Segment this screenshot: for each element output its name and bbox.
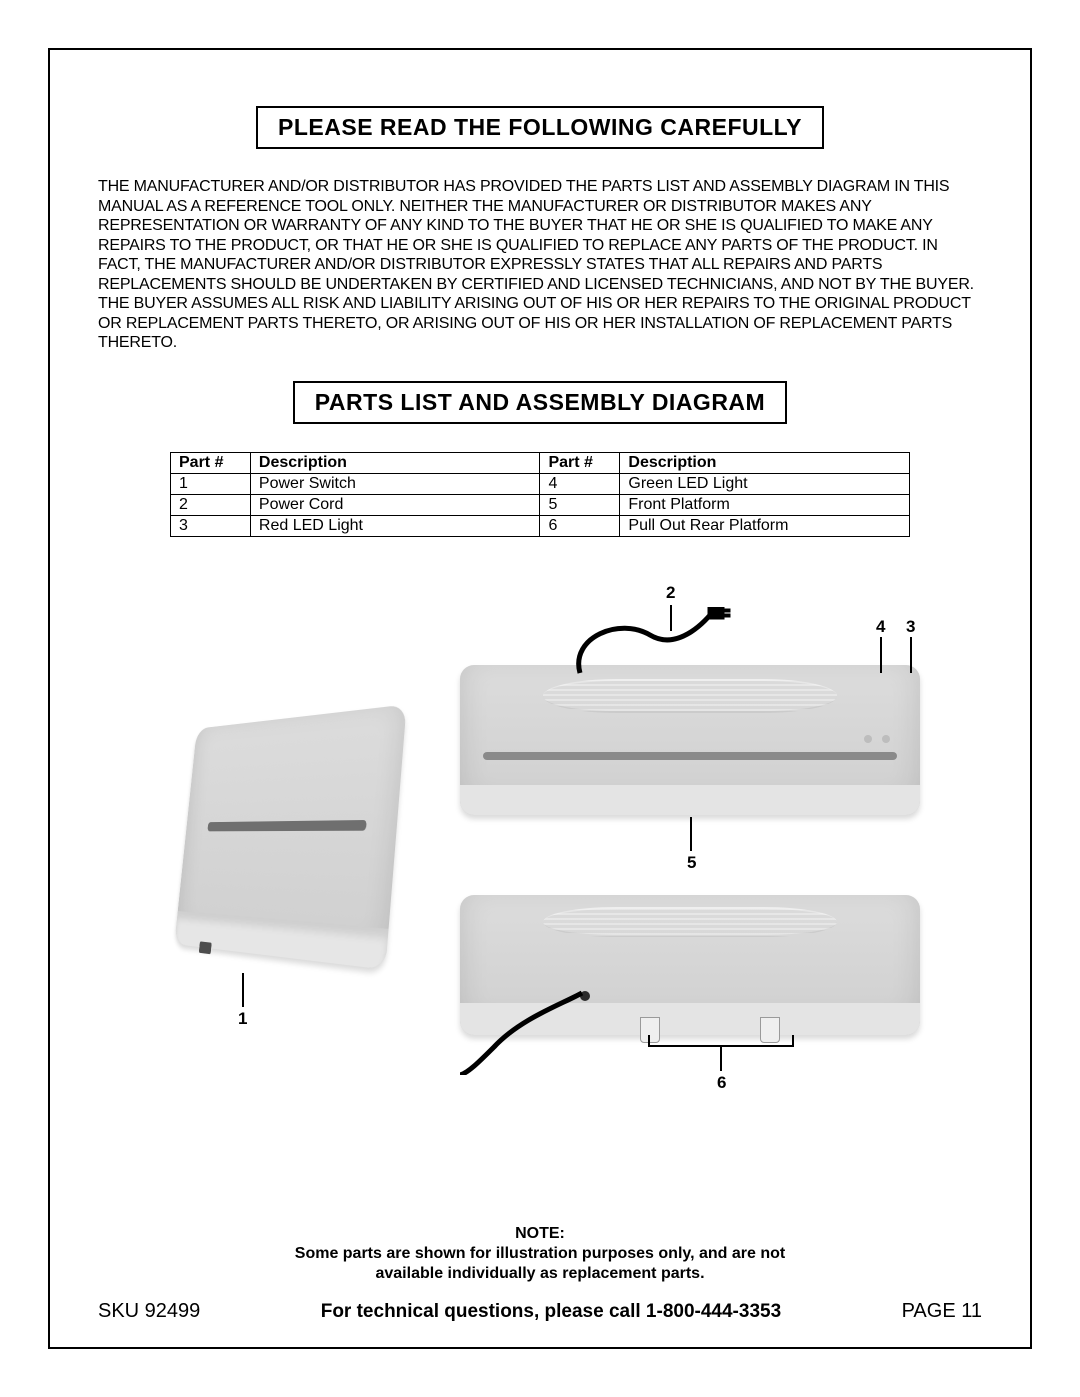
note-line1: Some parts are shown for illustration pu…: [98, 1244, 982, 1264]
cell: Green LED Light: [620, 473, 910, 494]
table-row: 3 Red LED Light 6 Pull Out Rear Platform: [171, 515, 910, 536]
cell: Pull Out Rear Platform: [620, 515, 910, 536]
note-block: NOTE: Some parts are shown for illustrat…: [98, 1224, 982, 1284]
th-desc-2: Description: [620, 452, 910, 473]
footer-page: PAGE 11: [902, 1300, 982, 1323]
product-front-view: [460, 665, 920, 815]
disclaimer-text: THE MANUFACTURER AND/OR DISTRIBUTOR HAS …: [98, 177, 982, 353]
callout-6: 6: [717, 1073, 726, 1093]
cell: 5: [540, 494, 620, 515]
page-border: PLEASE READ THE FOLLOWING CAREFULLY THE …: [48, 48, 1032, 1349]
cell: Red LED Light: [250, 515, 540, 536]
cell: Front Platform: [620, 494, 910, 515]
cell: 4: [540, 473, 620, 494]
callout-4: 4: [876, 617, 885, 637]
callout-3: 3: [906, 617, 915, 637]
th-desc-1: Description: [250, 452, 540, 473]
table-row: 2 Power Cord 5 Front Platform: [171, 494, 910, 515]
assembly-diagram: 1 2 4 3 5: [130, 565, 950, 1220]
th-partno-2: Part #: [540, 452, 620, 473]
product-side-view: [174, 704, 406, 969]
cell: 2: [171, 494, 251, 515]
table-row: 1 Power Switch 4 Green LED Light: [171, 473, 910, 494]
callout-2: 2: [666, 583, 675, 603]
cell: 3: [171, 515, 251, 536]
table-header-row: Part # Description Part # Description: [171, 452, 910, 473]
note-label: NOTE:: [98, 1224, 982, 1244]
cell: 6: [540, 515, 620, 536]
th-partno-1: Part #: [171, 452, 251, 473]
footer-sku: SKU 92499: [98, 1300, 200, 1323]
cell: 1: [171, 473, 251, 494]
warning-heading: PLEASE READ THE FOLLOWING CAREFULLY: [256, 106, 824, 149]
callout-1: 1: [238, 1009, 247, 1029]
cell: Power Switch: [250, 473, 540, 494]
cell: Power Cord: [250, 494, 540, 515]
page-footer: SKU 92499 For technical questions, pleas…: [98, 1300, 982, 1323]
power-cord-rear-icon: [460, 985, 590, 1075]
parts-heading: PARTS LIST AND ASSEMBLY DIAGRAM: [293, 381, 787, 424]
note-line2: available individually as replacement pa…: [98, 1264, 982, 1284]
power-cord-icon: [560, 607, 750, 677]
parts-table: Part # Description Part # Description 1 …: [170, 452, 910, 537]
footer-tech: For technical questions, please call 1-8…: [321, 1301, 781, 1323]
callout-5: 5: [687, 853, 696, 873]
